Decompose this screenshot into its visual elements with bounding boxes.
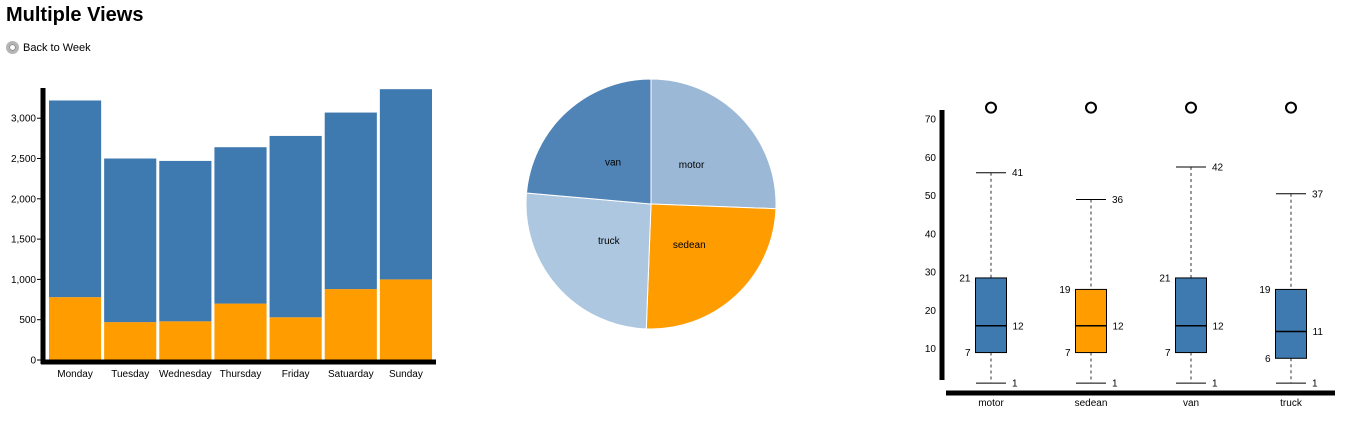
pie-label: truck (598, 236, 621, 247)
label-max: 36 (1112, 195, 1124, 206)
bar-tuesday-segment-1[interactable] (104, 158, 157, 323)
back-to-week-radio[interactable]: Back to Week (6, 41, 91, 54)
x-tick-label: truck (1280, 398, 1303, 409)
label-min: 1 (1312, 379, 1318, 390)
y-tick-label: 20 (925, 306, 937, 317)
y-tick-label: 1,500 (11, 235, 36, 246)
x-tick-label: Sunday (389, 369, 423, 380)
box-sedean[interactable] (1075, 288, 1107, 354)
y-tick-label: 10 (925, 344, 937, 355)
label-min: 1 (1212, 379, 1218, 390)
bar-wednesday-segment-1[interactable] (159, 160, 212, 322)
page-title: Multiple Views (6, 4, 144, 26)
bar-thursday-segment-0[interactable] (214, 303, 267, 360)
y-tick-label: 1,000 (11, 275, 36, 286)
label-q1: 6 (1265, 354, 1271, 365)
pie-slice-motor[interactable] (650, 78, 777, 210)
label-q3: 19 (1259, 285, 1271, 296)
x-tick-label: Thursday (220, 369, 262, 380)
outlier-point[interactable] (1085, 101, 1097, 114)
bar-satuarday-segment-0[interactable] (324, 289, 377, 360)
x-tick-label: motor (978, 398, 1004, 409)
bar-friday-segment-1[interactable] (269, 135, 322, 318)
bar-satuarday-segment-1[interactable] (324, 112, 377, 290)
label-q3: 21 (959, 273, 971, 284)
radio-button-icon[interactable] (6, 41, 19, 54)
label-max: 42 (1212, 162, 1224, 173)
bar-tuesday-segment-0[interactable] (104, 322, 157, 360)
label-q1: 7 (1165, 348, 1171, 359)
x-tick-label: Tuesday (111, 369, 149, 380)
outlier-point[interactable] (1185, 101, 1197, 114)
label-min: 1 (1112, 379, 1118, 390)
y-tick-label: 2,500 (11, 154, 36, 165)
bar-sunday-segment-1[interactable] (379, 89, 432, 280)
label-max: 37 (1312, 189, 1324, 200)
y-tick-label: 3,000 (11, 114, 36, 125)
y-tick-label: 2,000 (11, 194, 36, 205)
box-van[interactable] (1175, 277, 1207, 354)
y-tick-label: 60 (925, 153, 937, 164)
label-median: 12 (1213, 321, 1225, 332)
bar-monday-segment-0[interactable] (49, 297, 102, 360)
label-q3: 21 (1159, 273, 1171, 284)
x-tick-label: Wednesday (159, 369, 212, 380)
pie-slice-van[interactable] (525, 78, 652, 205)
y-tick-label: 70 (925, 115, 937, 126)
back-to-week-label: Back to Week (23, 41, 91, 54)
label-min: 1 (1012, 379, 1018, 390)
label-median: 11 (1313, 327, 1324, 338)
outlier-point[interactable] (985, 101, 997, 114)
label-q1: 7 (1065, 348, 1071, 359)
box-motor[interactable] (975, 277, 1007, 354)
pie-slice-truck[interactable] (525, 192, 652, 330)
outlier-point[interactable] (1285, 101, 1297, 114)
label-median: 12 (1013, 321, 1025, 332)
box-truck[interactable] (1275, 288, 1307, 359)
label-max: 41 (1012, 168, 1024, 179)
pie-label: van (605, 158, 621, 169)
bar-thursday-segment-1[interactable] (214, 147, 267, 304)
bar-sunday-segment-0[interactable] (379, 279, 432, 360)
y-tick-label: 30 (925, 268, 937, 279)
x-tick-label: sedean (1075, 398, 1108, 409)
pie-label: motor (679, 160, 705, 171)
bar-wednesday-segment-0[interactable] (159, 321, 212, 360)
y-tick-label: 50 (925, 191, 937, 202)
bar-friday-segment-0[interactable] (269, 317, 322, 360)
bar-monday-segment-1[interactable] (49, 100, 102, 298)
pie-label: sedean (673, 240, 706, 251)
label-q1: 7 (965, 348, 971, 359)
x-tick-label: Monday (57, 369, 93, 380)
y-tick-label: 0 (30, 356, 36, 367)
label-median: 12 (1113, 321, 1125, 332)
y-tick-label: 500 (19, 315, 36, 326)
x-tick-label: Friday (282, 369, 310, 380)
x-tick-label: Satuarday (328, 369, 374, 380)
x-tick-label: van (1183, 398, 1199, 409)
y-tick-label: 40 (925, 229, 937, 240)
pie-slice-sedean[interactable] (645, 203, 777, 330)
label-q3: 19 (1059, 285, 1071, 296)
